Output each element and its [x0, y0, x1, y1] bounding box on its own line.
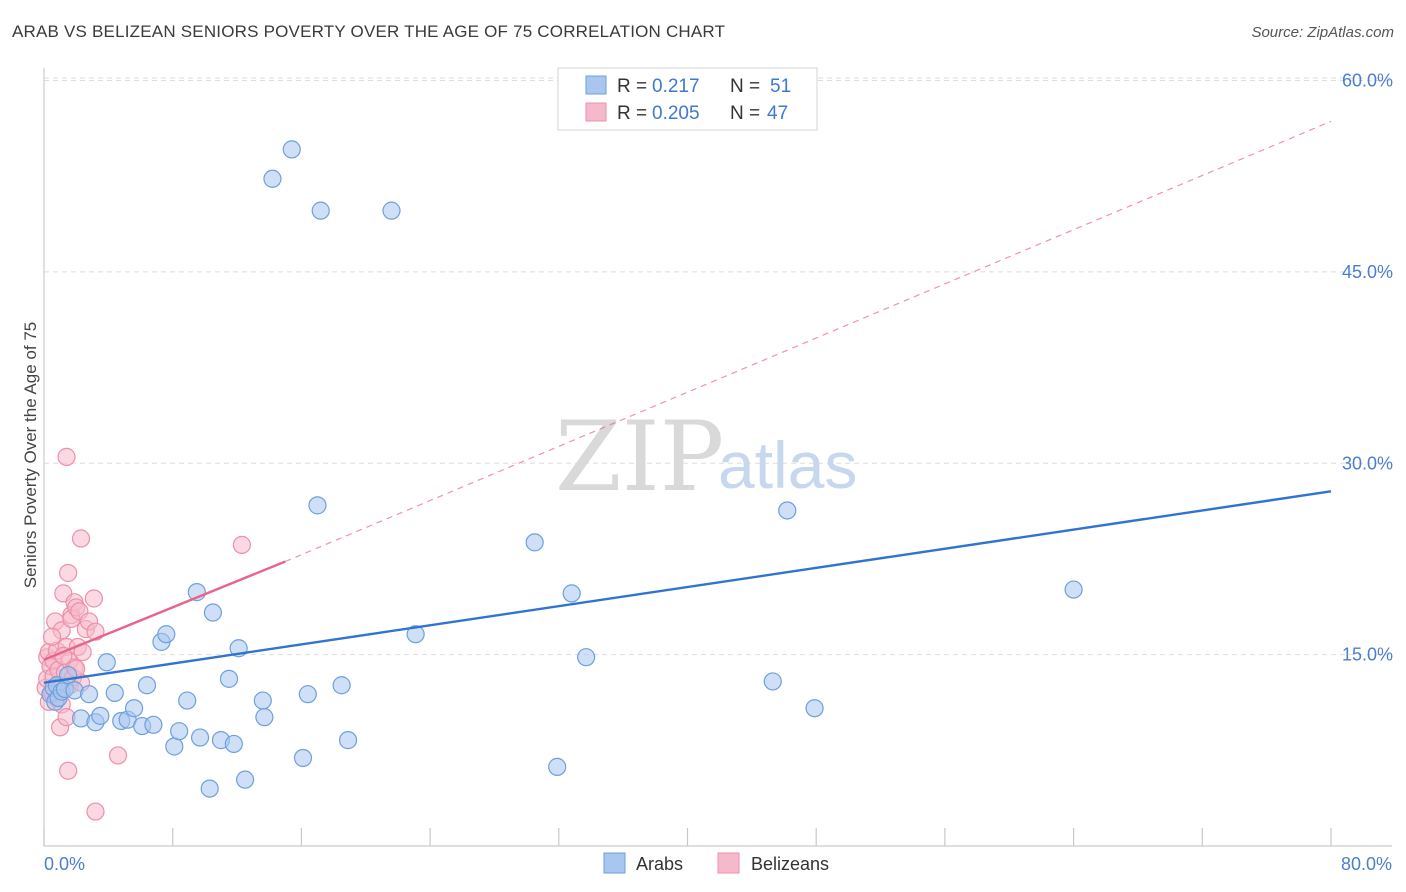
- arab-point: [293, 748, 313, 768]
- arab-point: [235, 770, 255, 789]
- bottom-legend-label-arabs: Arabs: [636, 854, 683, 874]
- source-label: Source: ZipAtlas.com: [1251, 24, 1394, 41]
- y-tick-labels: 15.0% 30.0% 45.0% 60.0%: [1342, 71, 1393, 665]
- arab-point: [263, 169, 282, 188]
- arab-point: [282, 140, 301, 159]
- legend-r-value-belizeans: 0.205: [652, 103, 700, 124]
- legend-n-value-arabs: 51: [770, 76, 791, 97]
- arab-point: [255, 708, 274, 727]
- belizean-point: [86, 802, 105, 821]
- arab-point: [157, 625, 176, 644]
- arab-point: [224, 734, 243, 754]
- arab-point: [338, 731, 358, 750]
- arab-point: [170, 722, 189, 741]
- legend-n-value-belizeans: 47: [767, 103, 788, 124]
- watermark-atlas: atlas: [718, 428, 857, 502]
- arab-point: [525, 533, 544, 552]
- arab-point: [219, 669, 239, 688]
- belizean-point: [108, 746, 128, 765]
- watermark: ZIP atlas: [555, 401, 857, 513]
- legend-r-label-belizeans: R =: [617, 103, 647, 124]
- y-axis-label: Seniors Poverty Over the Age of 75: [21, 322, 40, 588]
- arab-point: [311, 201, 330, 220]
- belizean-point: [71, 529, 91, 548]
- arab-point: [165, 737, 184, 756]
- arab-point: [577, 648, 596, 667]
- arab-trend-line: [43, 490, 1332, 684]
- arab-point: [203, 603, 223, 622]
- arab-point: [308, 496, 327, 515]
- trend-lines: [43, 120, 1332, 684]
- legend-n-label-belizeans: N =: [730, 103, 760, 124]
- legend-n-label-arabs: N =: [730, 76, 760, 97]
- belizean-trend-extension: [285, 120, 1332, 563]
- arab-point: [1064, 580, 1083, 599]
- legend-swatch-belizeans: [585, 102, 607, 122]
- arab-point: [562, 584, 581, 603]
- chart-title: ARAB VS BELIZEAN SENIORS POVERTY OVER TH…: [12, 22, 726, 41]
- arab-point: [178, 691, 197, 710]
- arab-point: [105, 683, 124, 703]
- arab-point: [332, 676, 351, 695]
- arab-point: [763, 672, 782, 691]
- bottom-legend-swatch-arabs: [603, 852, 626, 874]
- y-tick-label: 30.0%: [1342, 453, 1393, 473]
- y-tick-label: 60.0%: [1342, 71, 1393, 91]
- legend-r-label-arabs: R =: [617, 76, 647, 97]
- arab-point: [124, 699, 144, 718]
- belizean-point: [42, 627, 62, 646]
- belizean-point: [232, 535, 251, 555]
- arab-point: [144, 715, 163, 734]
- belizean-point: [59, 563, 78, 583]
- legend: R = 0.217 N = 51 R = 0.205 N = 47: [557, 67, 818, 131]
- bottom-legend-swatch-belizeans: [717, 852, 740, 874]
- grid: [44, 77, 1392, 656]
- belizean-point: [57, 447, 76, 466]
- belizean-trend-line: [43, 560, 286, 661]
- belizean-point: [59, 761, 78, 780]
- arab-points: [41, 140, 1083, 798]
- arab-point: [298, 685, 317, 704]
- bottom-legend-label-belizeans: Belizeans: [751, 854, 829, 874]
- y-tick-label: 15.0%: [1342, 645, 1393, 665]
- arab-point: [406, 625, 425, 644]
- arab-point: [97, 653, 116, 672]
- x-tick-label-min: 0.0%: [44, 854, 85, 874]
- arab-point: [548, 757, 567, 777]
- arab-point: [805, 699, 824, 718]
- arab-point: [91, 706, 110, 725]
- arab-point: [253, 691, 272, 710]
- bottom-legend: Arabs Belizeans: [603, 852, 829, 874]
- watermark-zip: ZIP: [555, 401, 724, 513]
- x-ticks: [43, 828, 1332, 846]
- legend-r-value-arabs: 0.217: [652, 76, 700, 97]
- arab-point: [200, 779, 219, 798]
- belizean-points: [36, 447, 251, 821]
- arab-point: [778, 501, 797, 520]
- arab-point: [190, 728, 210, 747]
- arab-point: [137, 676, 157, 695]
- arab-point: [382, 201, 401, 220]
- legend-swatch-arabs: [585, 75, 607, 95]
- axes: [43, 68, 1392, 847]
- arab-point: [79, 685, 99, 704]
- y-tick-label: 45.0%: [1342, 262, 1393, 282]
- x-tick-label-max: 80.0%: [1341, 854, 1392, 874]
- belizean-point: [84, 589, 103, 608]
